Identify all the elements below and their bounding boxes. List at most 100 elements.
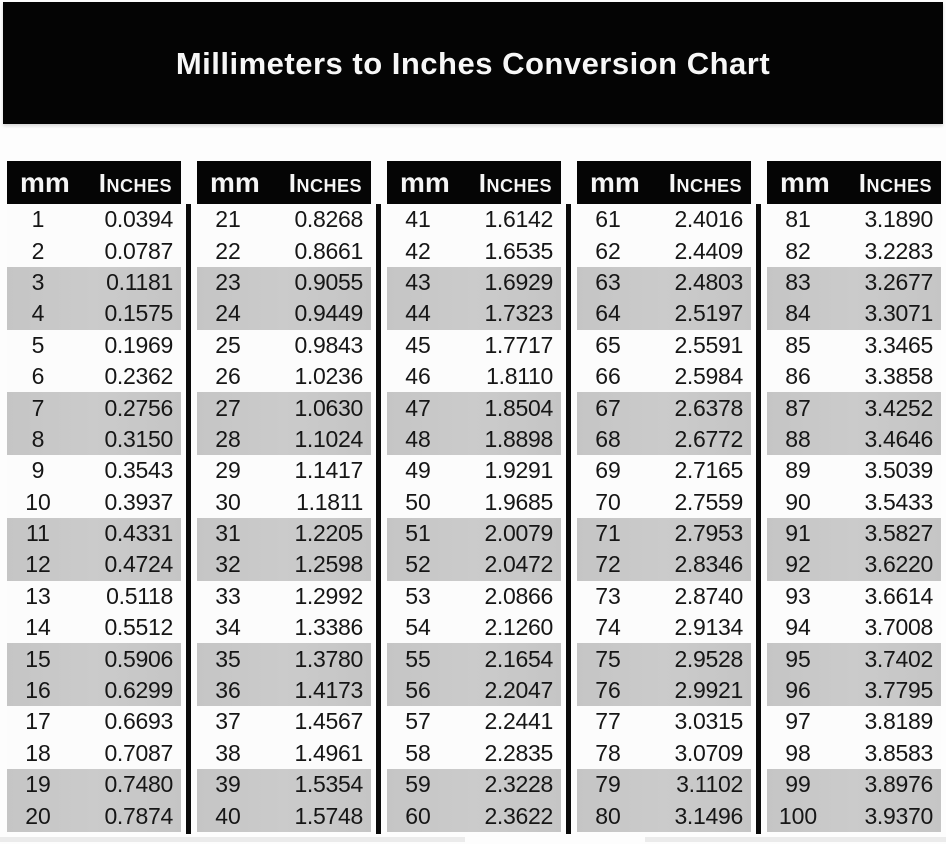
inches-value: 1.3780 <box>294 645 363 672</box>
inches-value: 3.5433 <box>864 488 933 515</box>
conversion-table: mm Inches 21 0.8268 22 0.8661 23 0.9055 24 0.9449… <box>197 161 371 832</box>
mm-value: 86 <box>785 363 811 390</box>
mm-value: 35 <box>215 645 241 672</box>
inches-value: 2.4016 <box>674 206 743 233</box>
inches-value: 0.3543 <box>104 457 173 484</box>
mm-value: 44 <box>405 300 431 327</box>
mm-value: 61 <box>595 206 621 233</box>
table-row: 43 1.6929 <box>387 266 561 299</box>
mm-value: 26 <box>215 363 241 390</box>
mm-value: 43 <box>405 268 431 295</box>
mm-value: 2 <box>31 237 45 264</box>
table-row: 44 1.7323 <box>387 298 561 330</box>
mm-value: 32 <box>215 551 241 578</box>
mm-value: 93 <box>785 582 811 609</box>
table-row: 86 3.3858 <box>767 360 941 393</box>
mm-value: 42 <box>405 237 431 264</box>
inches-value: 0.5512 <box>104 614 173 641</box>
table-row: 16 0.6299 <box>7 674 181 707</box>
mm-value: 100 <box>778 802 818 829</box>
table-row: 19 0.7480 <box>7 769 181 801</box>
inches-value: 1.9685 <box>484 488 553 515</box>
mm-value: 45 <box>405 331 431 358</box>
inches-value: 2.0866 <box>484 582 553 609</box>
table-row: 15 0.5906 <box>7 643 181 675</box>
inches-value: 1.9291 <box>484 457 553 484</box>
mm-value: 1 <box>31 206 45 233</box>
mm-value: 55 <box>405 645 431 672</box>
inches-value: 2.9921 <box>674 677 743 704</box>
mm-value: 68 <box>595 425 621 452</box>
inches-value: 1.2598 <box>294 551 363 578</box>
table-row: 14 0.5512 <box>7 612 181 644</box>
table-row: 5 0.1969 <box>7 329 181 361</box>
table-row: 74 2.9134 <box>577 612 751 644</box>
mm-value: 24 <box>215 300 241 327</box>
table-gap <box>181 161 197 834</box>
table-row: 93 3.6614 <box>767 580 941 613</box>
table-row: 66 2.5984 <box>577 360 751 393</box>
mm-value: 80 <box>595 802 621 829</box>
inches-value: 1.7717 <box>484 331 553 358</box>
table-row: 46 1.8110 <box>387 360 561 393</box>
inches-value: 2.6772 <box>674 425 743 452</box>
mm-value: 31 <box>215 520 241 547</box>
inches-value: 0.3937 <box>104 488 173 515</box>
inches-value: 3.8189 <box>864 708 933 735</box>
mm-value: 29 <box>215 457 241 484</box>
table-header-row: mm Inches <box>767 161 941 204</box>
table-row: 51 2.0079 <box>387 517 561 550</box>
conversion-table: mm Inches 61 2.4016 62 2.4409 63 2.4803 64 2.5197… <box>577 161 751 832</box>
table-row: 54 2.1260 <box>387 612 561 644</box>
table-row: 76 2.9921 <box>577 674 751 707</box>
table-divider-line <box>566 204 571 834</box>
inches-value: 2.9528 <box>674 645 743 672</box>
table-row: 72 2.8346 <box>577 549 751 581</box>
mm-value: 21 <box>215 206 241 233</box>
inches-column-header: Inches <box>858 167 932 198</box>
mm-value: 27 <box>215 394 241 421</box>
mm-value: 52 <box>405 551 431 578</box>
inches-value: 1.1024 <box>294 425 363 452</box>
inches-value: 0.1969 <box>104 331 173 358</box>
mm-value: 7 <box>31 394 45 421</box>
inches-value: 0.5118 <box>106 582 173 609</box>
mm-value: 28 <box>215 425 241 452</box>
table-row: 77 3.0315 <box>577 706 751 738</box>
inches-value: 2.9134 <box>674 614 743 641</box>
mm-value: 34 <box>215 614 241 641</box>
table-row: 58 2.2835 <box>387 737 561 770</box>
mm-column-header: mm <box>780 166 830 198</box>
mm-value: 77 <box>595 708 621 735</box>
table-row: 17 0.6693 <box>7 706 181 738</box>
table-row: 36 1.4173 <box>197 674 371 707</box>
mm-value: 56 <box>405 677 431 704</box>
conversion-tables-area: mm Inches 1 0.0394 2 0.0787 3 0.1181 4 0.1575 5 0.1… <box>7 161 941 834</box>
mm-value: 39 <box>215 771 241 798</box>
table-row: 94 3.7008 <box>767 612 941 644</box>
table-row: 70 2.7559 <box>577 486 751 518</box>
mm-value: 58 <box>405 739 431 766</box>
inches-value: 1.6142 <box>484 206 553 233</box>
table-row: 30 1.1811 <box>197 486 371 518</box>
conversion-table: mm Inches 81 3.1890 82 3.2283 83 3.2677 84 3.3071… <box>767 161 941 832</box>
inches-value: 1.6535 <box>484 237 553 264</box>
inches-value: 0.9055 <box>294 268 363 295</box>
mm-value: 41 <box>405 206 431 233</box>
mm-value: 19 <box>25 771 51 798</box>
table-row: 68 2.6772 <box>577 423 751 456</box>
inches-value: 2.2835 <box>484 739 553 766</box>
table-row: 88 3.4646 <box>767 423 941 456</box>
table-row: 65 2.5591 <box>577 329 751 361</box>
mm-value: 60 <box>405 802 431 829</box>
table-row: 96 3.7795 <box>767 674 941 707</box>
inches-value: 3.4252 <box>864 394 933 421</box>
mm-value: 18 <box>25 739 51 766</box>
mm-value: 95 <box>785 645 811 672</box>
inches-value: 3.3858 <box>864 363 933 390</box>
table-row: 63 2.4803 <box>577 266 751 299</box>
inches-value: 3.1890 <box>864 206 933 233</box>
inches-value: 2.0079 <box>484 520 553 547</box>
inches-value: 1.5354 <box>294 771 363 798</box>
inches-value: 2.3228 <box>484 771 553 798</box>
